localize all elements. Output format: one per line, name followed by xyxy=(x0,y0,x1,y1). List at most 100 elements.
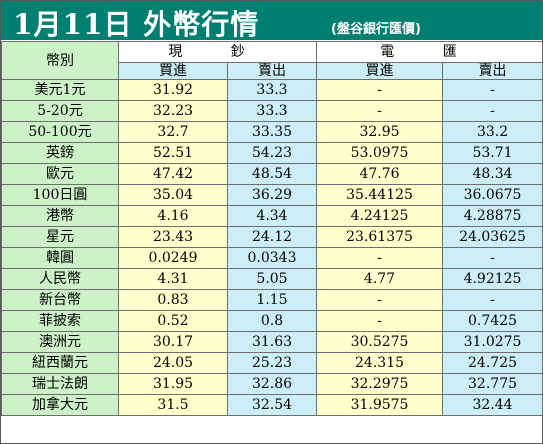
currency-name-cell: 菲披索 xyxy=(1,310,119,332)
cash-buy-cell: 23.43 xyxy=(118,226,228,248)
currency-name-cell: 50-100元 xyxy=(1,121,119,143)
table-row: 紐西蘭元 24.05 25.23 24.315 24.725 xyxy=(1,352,543,374)
tt-buy-cell: 4.77 xyxy=(316,268,444,290)
tt-buy-cell: 32.95 xyxy=(316,121,444,143)
currency-name-cell: 歐元 xyxy=(1,163,119,185)
table-row: 菲披索 0.52 0.8-0.7425 xyxy=(1,310,543,332)
tt-buy-cell: 30.5275 xyxy=(316,331,444,353)
tt-buy-cell: - xyxy=(316,289,444,311)
cash-sell-cell: 32.86 xyxy=(226,373,318,395)
table-row: 5-20元 32.23 33.3- - xyxy=(1,100,543,122)
tt-sell-cell: 0.7425 xyxy=(442,310,543,332)
tt-buy-cell: 31.9575 xyxy=(316,394,444,416)
cash-buy-cell: 4.16 xyxy=(118,205,228,227)
tt-sell-cell: 32.44 xyxy=(442,394,543,416)
tt-buy-cell: 24.315 xyxy=(316,352,444,374)
exchange-rate-table: 幣別 現 鈔 電 匯 買進 賣出 買進 賣出 美元1元 31.92 33.3- -5-… xyxy=(1,41,543,416)
telegraphic-header: 電 匯 xyxy=(316,41,543,63)
cash-buy-cell: 4.31 xyxy=(118,268,228,290)
tt-buy-cell: 47.76 xyxy=(316,163,444,185)
table-row: 人民幣 4.31 5.05 4.77 4.92125 xyxy=(1,268,543,290)
cash-buy-cell: 35.04 xyxy=(118,184,228,206)
currency-name-cell: 星元 xyxy=(1,226,119,248)
cash-sell-cell: 1.15 xyxy=(226,289,318,311)
currency-name-cell: 5-20元 xyxy=(1,100,119,122)
table-row: 加拿大元 31.5 32.54 31.9575 32.44 xyxy=(1,394,543,416)
cash-buy-header: 買進 xyxy=(118,62,228,80)
table-row: 澳洲元 30.17 31.63 30.5275 31.0275 xyxy=(1,331,543,353)
tt-buy-cell: 23.61375 xyxy=(316,226,444,248)
cash-sell-cell: 36.29 xyxy=(226,184,318,206)
tt-sell-header: 賣出 xyxy=(442,62,543,80)
currency-name-cell: 韓圓 xyxy=(1,247,119,269)
currency-name-cell: 澳洲元 xyxy=(1,331,119,353)
cash-buy-cell: 32.23 xyxy=(118,100,228,122)
cash-sell-cell: 0.8 xyxy=(226,310,318,332)
title-bar: 1月11日 外幣行情 (盤谷銀行匯價) xyxy=(1,1,542,41)
cash-buy-cell: 52.51 xyxy=(118,142,228,164)
cash-sell-cell: 24.12 xyxy=(226,226,318,248)
tt-buy-cell: 53.0975 xyxy=(316,142,444,164)
tt-sell-cell: 4.28875 xyxy=(442,205,543,227)
table-row: 星元 23.43 24.12 23.61375 24.03625 xyxy=(1,226,543,248)
cash-sell-cell: 0.0343 xyxy=(226,247,318,269)
tt-buy-header: 買進 xyxy=(316,62,444,80)
tt-buy-cell: - xyxy=(316,247,444,269)
cash-sell-cell: 33.3 xyxy=(226,79,318,101)
currency-name-cell: 瑞士法朗 xyxy=(1,373,119,395)
table-row: 英鎊 52.51 54.23 53.0975 53.71 xyxy=(1,142,543,164)
rate-rows: 美元1元 31.92 33.3- -5-20元 32.23 33.3- -50-100元 32… xyxy=(1,79,543,416)
currency-name-cell: 紐西蘭元 xyxy=(1,352,119,374)
tt-sell-cell: 4.92125 xyxy=(442,268,543,290)
source-label: (盤谷銀行匯價) xyxy=(331,22,421,37)
currency-name-cell: 美元1元 xyxy=(1,79,119,101)
cash-sell-cell: 48.54 xyxy=(226,163,318,185)
table-row: 100日圓 35.04 36.29 35.44125 36.0675 xyxy=(1,184,543,206)
tt-sell-cell: 32.775 xyxy=(442,373,543,395)
tt-sell-cell: 33.2 xyxy=(442,121,543,143)
page-title: 1月11日 外幣行情 xyxy=(13,8,260,41)
tt-buy-cell: - xyxy=(316,310,444,332)
cash-buy-cell: 31.95 xyxy=(118,373,228,395)
tt-sell-cell: 24.03625 xyxy=(442,226,543,248)
currency-name-cell: 英鎊 xyxy=(1,142,119,164)
tt-sell-cell: - xyxy=(442,247,543,269)
table-row: 港幣 4.16 4.34 4.24125 4.28875 xyxy=(1,205,543,227)
cash-buy-cell: 32.7 xyxy=(118,121,228,143)
cash-buy-cell: 0.52 xyxy=(118,310,228,332)
cash-sell-cell: 32.54 xyxy=(226,394,318,416)
cash-buy-cell: 0.0249 xyxy=(118,247,228,269)
cash-sell-cell: 33.3 xyxy=(226,100,318,122)
tt-buy-cell: - xyxy=(316,79,444,101)
cash-sell-cell: 33.35 xyxy=(226,121,318,143)
table-row: 新台幣 0.83 1.15- - xyxy=(1,289,543,311)
cash-buy-cell: 31.5 xyxy=(118,394,228,416)
tt-buy-cell: - xyxy=(316,100,444,122)
cash-buy-cell: 0.83 xyxy=(118,289,228,311)
cash-sell-header: 賣出 xyxy=(226,62,318,80)
cash-sell-cell: 54.23 xyxy=(226,142,318,164)
cash-sell-cell: 5.05 xyxy=(226,268,318,290)
cash-sell-cell: 25.23 xyxy=(226,352,318,374)
tt-buy-cell: 4.24125 xyxy=(316,205,444,227)
tt-sell-cell: 36.0675 xyxy=(442,184,543,206)
tt-buy-cell: 32.2975 xyxy=(316,373,444,395)
table-row: 歐元 47.42 48.54 47.76 48.34 xyxy=(1,163,543,185)
currency-header: 幣別 xyxy=(1,41,119,80)
currency-name-cell: 人民幣 xyxy=(1,268,119,290)
tt-sell-cell: - xyxy=(442,79,543,101)
tt-sell-cell: - xyxy=(442,100,543,122)
cash-buy-cell: 24.05 xyxy=(118,352,228,374)
tt-sell-cell: 53.71 xyxy=(442,142,543,164)
cash-buy-cell: 47.42 xyxy=(118,163,228,185)
table-row: 美元1元 31.92 33.3- - xyxy=(1,79,543,101)
tt-sell-cell: - xyxy=(442,289,543,311)
table-row: 韓圓 0.0249 0.0343- - xyxy=(1,247,543,269)
cash-buy-cell: 31.92 xyxy=(118,79,228,101)
tt-sell-cell: 48.34 xyxy=(442,163,543,185)
currency-name-cell: 100日圓 xyxy=(1,184,119,206)
cash-header: 現 鈔 xyxy=(117,41,318,63)
cash-sell-cell: 4.34 xyxy=(226,205,318,227)
currency-name-cell: 港幣 xyxy=(1,205,119,227)
